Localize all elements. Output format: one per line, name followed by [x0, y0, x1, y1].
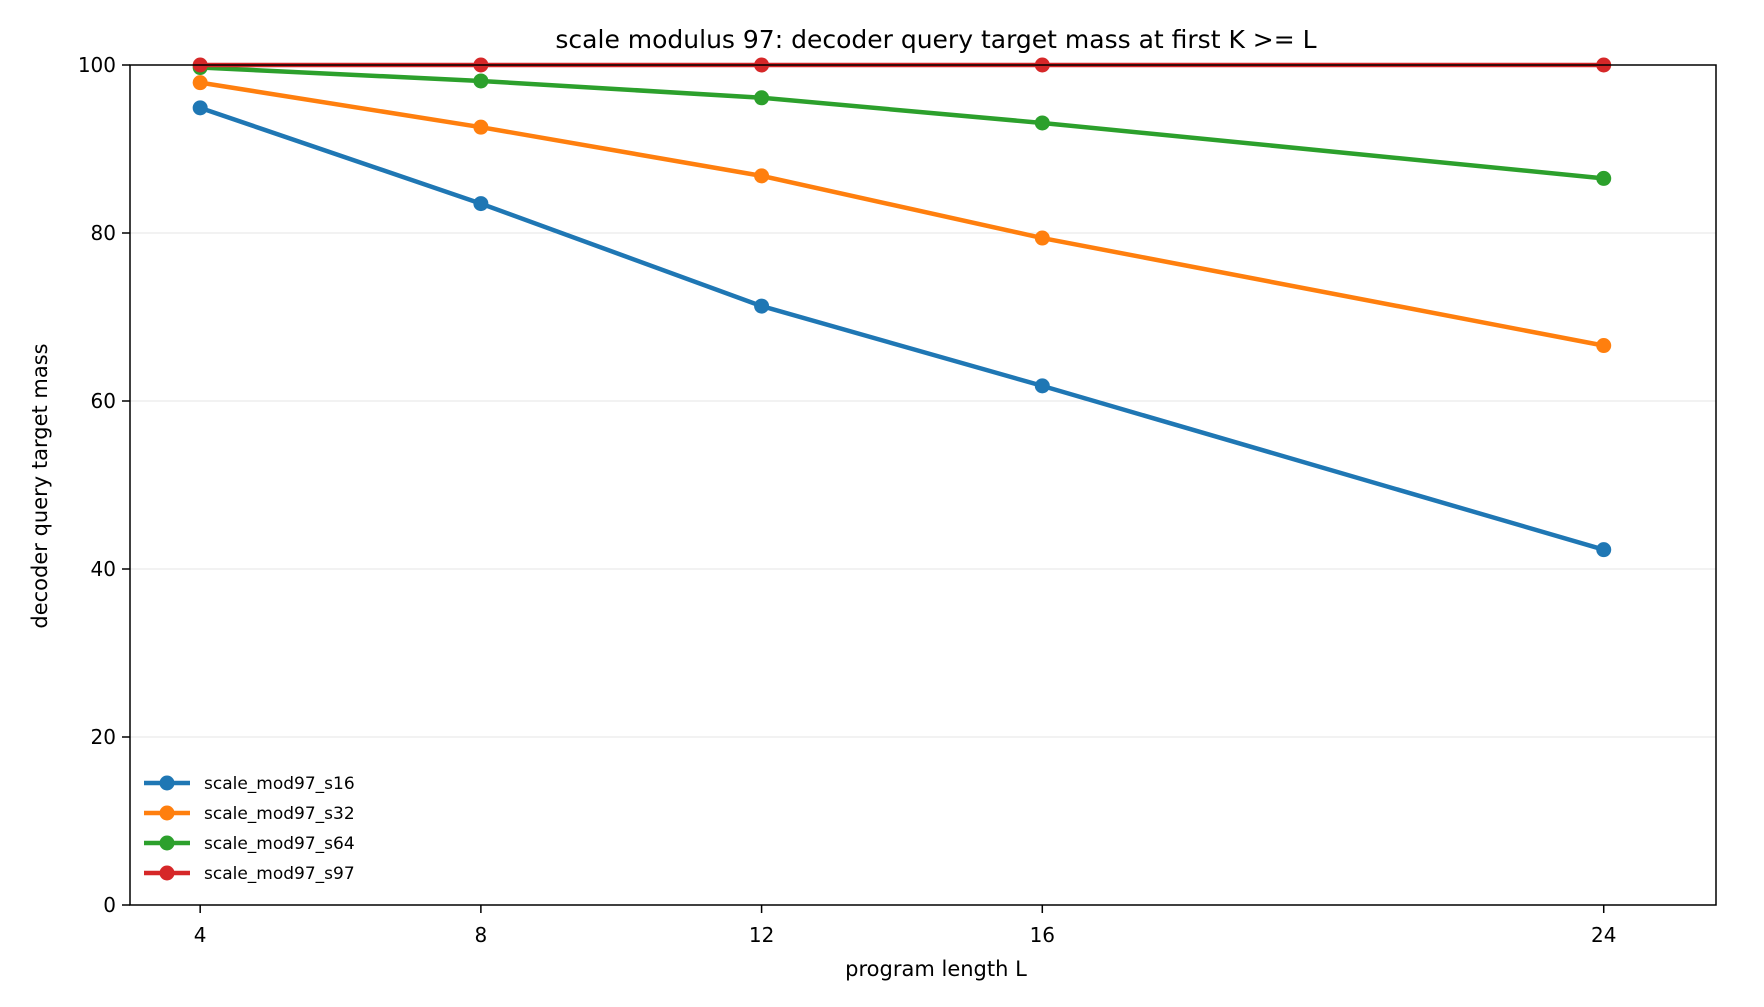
- data-point-scale_mod97_s32: [1596, 338, 1612, 354]
- data-point-scale_mod97_s16: [1034, 378, 1050, 394]
- y-tick-label: 20: [91, 725, 116, 749]
- axes-frame: [129, 64, 1717, 906]
- x-tick-label: 16: [1030, 923, 1055, 947]
- gridlines: [130, 64, 1716, 906]
- data-point-scale_mod97_s16: [192, 100, 208, 116]
- x-tick-label: 24: [1591, 923, 1616, 947]
- x-axis-label: program length L: [845, 957, 1027, 981]
- data-point-scale_mod97_s64: [473, 73, 489, 89]
- data-point-scale_mod97_s64: [1596, 170, 1612, 186]
- y-tick-label: 80: [91, 221, 116, 245]
- y-tick-label: 60: [91, 389, 116, 413]
- x-tick-label: 12: [749, 923, 774, 947]
- data-point-scale_mod97_s32: [1034, 230, 1050, 246]
- axis-ticks: 0 20 40 60 80 100 4 8 12 16 24: [78, 53, 1617, 947]
- series-line-scale_mod97_s16: [197, 104, 1607, 553]
- legend: scale_mod97_s16 scale_mod97_s32 scale_mod9…: [144, 774, 355, 884]
- legend-label-scale_mod97_s16: scale_mod97_s16: [204, 774, 355, 794]
- data-point-scale_mod97_s64: [1034, 115, 1050, 131]
- series-line-scale_mod97_s64: [197, 65, 1607, 181]
- y-tick-label: 40: [91, 557, 116, 581]
- y-axis-label: decoder query target mass: [28, 343, 52, 628]
- data-point-scale_mod97_s16: [754, 298, 770, 314]
- legend-marker-scale_mod97_s97: [159, 865, 175, 881]
- legend-marker-scale_mod97_s16: [159, 775, 175, 791]
- data-point-scale_mod97_s16: [473, 196, 489, 212]
- x-tick-label: 4: [194, 923, 207, 947]
- data-point-scale_mod97_s32: [754, 168, 770, 184]
- legend-label-scale_mod97_s32: scale_mod97_s32: [204, 804, 355, 824]
- data-point-scale_mod97_s32: [473, 119, 489, 135]
- x-tick-label: 8: [475, 923, 488, 947]
- y-tick-label: 0: [103, 893, 116, 917]
- series-line-scale_mod97_s32: [197, 80, 1607, 349]
- legend-label-scale_mod97_s64: scale_mod97_s64: [204, 834, 355, 854]
- plot-area: [192, 57, 1612, 558]
- legend-label-scale_mod97_s97: scale_mod97_s97: [204, 864, 355, 884]
- legend-marker-scale_mod97_s64: [159, 835, 175, 851]
- data-point-scale_mod97_s32: [192, 75, 208, 91]
- data-point-scale_mod97_s16: [1596, 542, 1612, 558]
- chart-title: scale modulus 97: decoder query target m…: [555, 25, 1316, 54]
- legend-marker-scale_mod97_s32: [159, 805, 175, 821]
- data-point-scale_mod97_s64: [754, 90, 770, 106]
- y-tick-label: 100: [78, 53, 116, 77]
